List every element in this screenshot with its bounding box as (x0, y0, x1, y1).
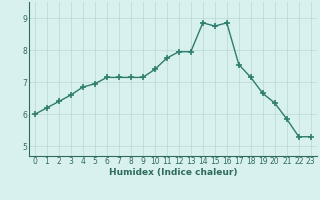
X-axis label: Humidex (Indice chaleur): Humidex (Indice chaleur) (108, 168, 237, 177)
